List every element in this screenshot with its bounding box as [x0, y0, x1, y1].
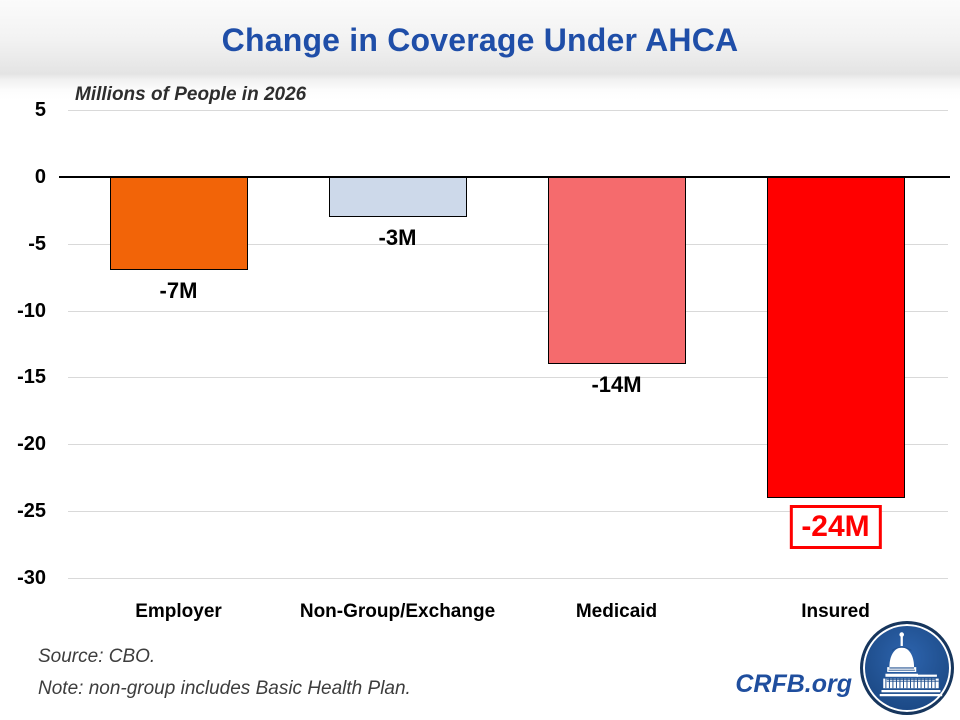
x-axis-zero-line [59, 175, 950, 178]
y-axis-tick-label: -25 [17, 500, 46, 523]
y-axis-tick-label: -15 [17, 366, 46, 389]
footnote: Note: non-group includes Basic Health Pl… [38, 678, 411, 699]
bar-value-label: -24M [789, 504, 882, 549]
y-gridline [68, 511, 948, 513]
y-gridline [68, 377, 948, 379]
y-gridline [68, 578, 948, 579]
source-note: Source: CBO. [38, 646, 156, 667]
bar-value-label: -7M [159, 278, 198, 304]
y-gridline [68, 310, 948, 312]
capitol-dome-icon [879, 632, 943, 697]
y-gridline [68, 110, 948, 111]
y-axis-tick-label: -30 [17, 567, 46, 589]
crfb-logo [860, 621, 954, 715]
y-axis-tick-label: 5 [34, 99, 46, 121]
x-axis-category-label: Medicaid [575, 601, 658, 622]
chart-subtitle: Millions of People in 2026 [75, 84, 307, 105]
bar-employer [109, 176, 248, 271]
y-gridline [68, 444, 948, 446]
y-axis-tick-label: -5 [28, 232, 46, 255]
x-axis-category-label: Insured [801, 601, 870, 622]
y-axis-tick-label: -20 [17, 433, 46, 456]
header-gradient-band [0, 0, 960, 100]
y-gridline [68, 243, 948, 245]
x-axis-category-label: Employer [135, 601, 222, 622]
bar-non-group-exchange [328, 176, 467, 217]
y-axis-tick-label: -10 [17, 299, 46, 322]
bar-value-label: -14M [591, 372, 642, 398]
page-title: Change in Coverage Under AHCA [221, 22, 739, 58]
bar-value-label: -3M [378, 224, 417, 250]
y-axis-tick-label: 0 [34, 165, 46, 188]
brand-text: CRFB.org [735, 670, 852, 698]
bar-insured [766, 176, 905, 498]
bar-medicaid [547, 176, 686, 365]
x-axis-category-label: Non-Group/Exchange [299, 601, 496, 622]
